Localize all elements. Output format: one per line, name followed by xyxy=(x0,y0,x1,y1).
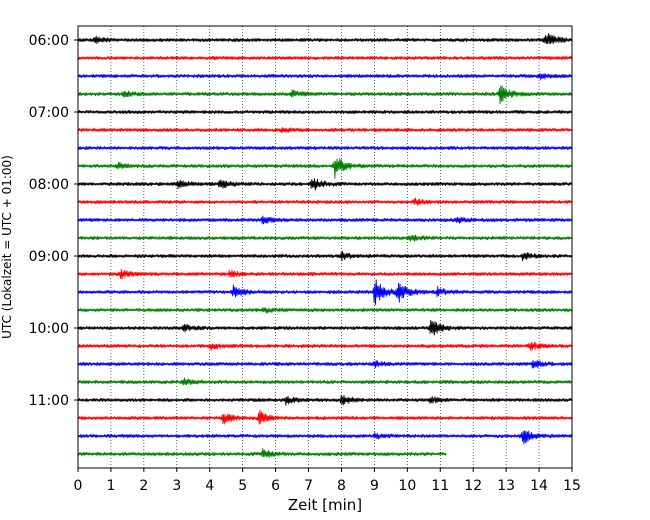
x-axis: 0 1 2 3 4 5 6 7 8 9 10 11 12 13 14 15 xyxy=(74,468,581,494)
trace-row-0645 xyxy=(78,86,572,104)
y-tick-label: 09:00 xyxy=(29,249,69,265)
y-tick-label: 08:00 xyxy=(29,177,69,193)
trace-row-1115 xyxy=(78,410,572,424)
trace-row-1045 xyxy=(78,378,572,385)
trace-row-1000 xyxy=(78,320,572,335)
trace-row-0630 xyxy=(78,73,572,79)
x-tick-label: 13 xyxy=(497,478,515,494)
trace-row-0900 xyxy=(78,251,572,260)
y-tick-label: 07:00 xyxy=(29,105,69,121)
x-tick-label: 9 xyxy=(370,478,379,494)
x-tick-label: 11 xyxy=(431,478,449,494)
x-tick-label: 15 xyxy=(563,478,581,494)
y-axis-label: UTC (Lokalzeit = UTC + 01:00) xyxy=(0,155,14,339)
trace-row-1030 xyxy=(78,360,572,368)
x-tick-label: 3 xyxy=(172,478,181,494)
x-tick-label: 10 xyxy=(398,478,416,494)
trace-row-0700 xyxy=(78,110,572,113)
trace-row-0915 xyxy=(78,269,572,279)
x-tick-label: 12 xyxy=(464,478,482,494)
x-tick-label: 8 xyxy=(337,478,346,494)
x-tick-label: 5 xyxy=(238,478,247,494)
x-tick-label: 6 xyxy=(271,478,280,494)
x-tick-label: 2 xyxy=(139,478,148,494)
trace-row-1015 xyxy=(78,342,572,351)
x-tick-label: 1 xyxy=(106,478,115,494)
trace-row-0945 xyxy=(78,308,572,314)
trace-row-0745 xyxy=(78,159,572,179)
trace-row-0845 xyxy=(78,235,572,241)
trace-group xyxy=(78,34,572,458)
trace-row-0600 xyxy=(78,34,572,44)
y-tick-label: 11:00 xyxy=(29,393,69,409)
trace-row-0715 xyxy=(78,128,572,133)
trace-row-0800 xyxy=(78,179,572,191)
trace-row-0815 xyxy=(78,198,572,205)
trace-row-1100 xyxy=(78,395,572,405)
y-axis: 06:00 07:00 08:00 09:00 10:00 11:00 xyxy=(29,33,78,409)
trace-row-1130 xyxy=(78,431,572,444)
trace-row-0930 xyxy=(78,280,572,305)
trace-row-1145 xyxy=(78,449,446,458)
x-axis-label: Zeit [min] xyxy=(288,496,362,514)
x-tick-label: 0 xyxy=(74,478,83,494)
y-tick-label: 06:00 xyxy=(29,33,69,49)
x-tick-label: 4 xyxy=(205,478,214,494)
x-tick-label: 7 xyxy=(304,478,313,494)
trace-row-0615 xyxy=(78,56,572,59)
y-tick-label: 10:00 xyxy=(29,321,69,337)
trace-row-0830 xyxy=(78,216,572,224)
trace-row-0730 xyxy=(78,146,572,149)
x-tick-label: 14 xyxy=(530,478,548,494)
grid-lines xyxy=(111,26,539,468)
